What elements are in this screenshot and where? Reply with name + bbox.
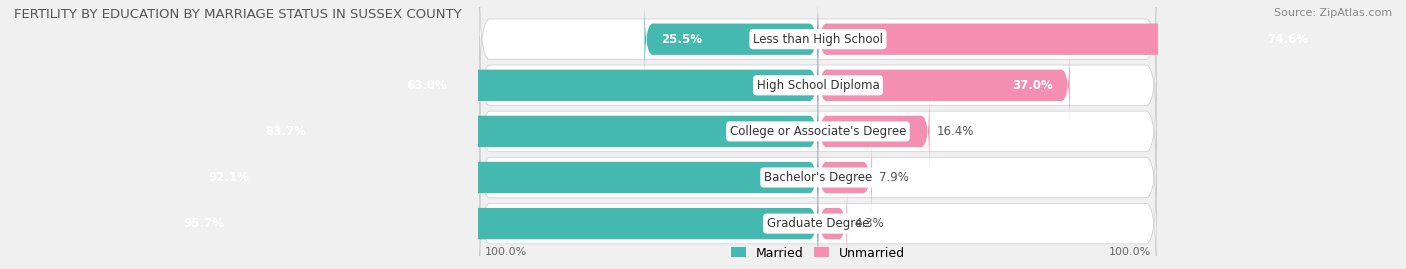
FancyBboxPatch shape (818, 184, 848, 263)
FancyBboxPatch shape (818, 138, 872, 217)
FancyBboxPatch shape (479, 0, 1156, 88)
FancyBboxPatch shape (479, 129, 1156, 226)
FancyBboxPatch shape (818, 92, 929, 171)
Text: College or Associate's Degree: College or Associate's Degree (730, 125, 905, 138)
Text: 4.3%: 4.3% (853, 217, 884, 230)
FancyBboxPatch shape (479, 36, 1156, 134)
FancyBboxPatch shape (818, 0, 1326, 79)
FancyBboxPatch shape (479, 175, 1156, 269)
Text: 83.7%: 83.7% (266, 125, 307, 138)
Text: Bachelor's Degree: Bachelor's Degree (763, 171, 872, 184)
Text: 100.0%: 100.0% (485, 247, 527, 257)
FancyBboxPatch shape (191, 138, 818, 217)
Text: 16.4%: 16.4% (936, 125, 974, 138)
FancyBboxPatch shape (167, 184, 818, 263)
Text: 37.0%: 37.0% (1012, 79, 1053, 92)
Text: Less than High School: Less than High School (754, 33, 883, 46)
Text: FERTILITY BY EDUCATION BY MARRIAGE STATUS IN SUSSEX COUNTY: FERTILITY BY EDUCATION BY MARRIAGE STATU… (14, 8, 461, 21)
Text: Graduate Degree: Graduate Degree (766, 217, 869, 230)
Text: 95.7%: 95.7% (184, 217, 225, 230)
Text: 7.9%: 7.9% (879, 171, 908, 184)
FancyBboxPatch shape (644, 0, 818, 79)
Legend: Married, Unmarried: Married, Unmarried (725, 242, 910, 265)
FancyBboxPatch shape (249, 92, 818, 171)
Text: 100.0%: 100.0% (1109, 247, 1152, 257)
Text: 74.6%: 74.6% (1268, 33, 1309, 46)
Text: High School Diploma: High School Diploma (756, 79, 879, 92)
Text: Source: ZipAtlas.com: Source: ZipAtlas.com (1274, 8, 1392, 18)
FancyBboxPatch shape (818, 46, 1070, 125)
FancyBboxPatch shape (479, 83, 1156, 180)
Text: 63.0%: 63.0% (406, 79, 447, 92)
Text: 25.5%: 25.5% (661, 33, 703, 46)
FancyBboxPatch shape (389, 46, 818, 125)
Text: 92.1%: 92.1% (208, 171, 249, 184)
